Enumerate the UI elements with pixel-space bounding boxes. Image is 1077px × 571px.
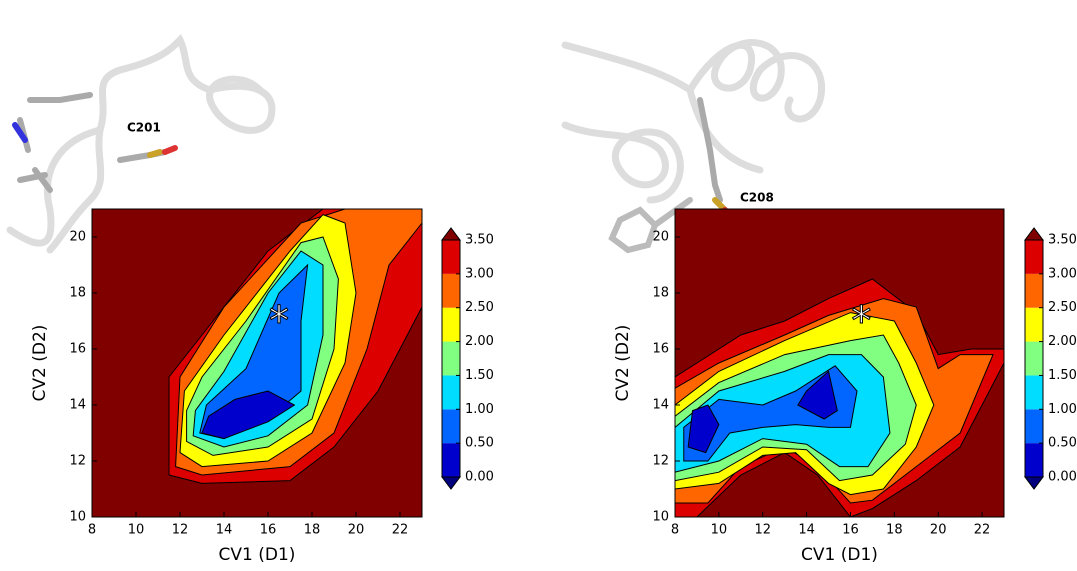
- colorbar-tick-label: 0.50: [465, 436, 494, 451]
- x-tick-label: 10: [711, 523, 728, 538]
- x-tick-label: 8: [671, 523, 679, 538]
- x-tick-label: 10: [128, 523, 145, 538]
- x-axis-label: CV1 (D1): [219, 545, 296, 565]
- contour-layer: [168, 209, 422, 484]
- colorbar-tick-label: 2.50: [1048, 300, 1077, 315]
- y-tick-label: 14: [69, 398, 86, 413]
- colorbar-band: [442, 341, 460, 376]
- colorbar-tick-label: 3.00: [1048, 266, 1077, 281]
- y-tick-label: 12: [652, 454, 669, 469]
- y-tick-label: 18: [69, 286, 86, 301]
- y-tick-label: 10: [652, 510, 669, 525]
- colorbar-band: [442, 443, 460, 477]
- x-tick-label: 12: [754, 523, 771, 538]
- x-tick-label: 16: [842, 523, 859, 538]
- x-tick-label: 16: [260, 523, 277, 538]
- contour-region: [797, 370, 838, 420]
- colorbar-over: [441, 227, 461, 241]
- contour-layer: [675, 278, 1005, 517]
- colorbar-band: [442, 375, 460, 410]
- colorbar-tick-label: 2.00: [1048, 334, 1077, 349]
- colorbar-tick-label: 0.00: [465, 470, 494, 485]
- y-axis-label: CV2 (D2): [30, 325, 50, 402]
- colorbar-tick-label: 1.00: [1048, 402, 1077, 417]
- contour-region: [687, 404, 720, 454]
- colorbar-band: [442, 273, 460, 308]
- y-tick-label: 12: [69, 454, 86, 469]
- colorbar-band: [442, 240, 460, 274]
- colorbar-tick-label: 0.50: [1048, 436, 1077, 451]
- y-tick-label: 16: [69, 342, 86, 357]
- colorbar-band: [1025, 443, 1043, 477]
- x-tick-label: 20: [348, 523, 365, 538]
- contour-region: [201, 390, 296, 440]
- y-axis-label: CV2 (D2): [613, 325, 633, 402]
- colorbar-tick-label: 2.50: [465, 300, 494, 315]
- y-tick-label: 18: [652, 286, 669, 301]
- y-tick-label: 20: [652, 230, 669, 245]
- colorbar-band: [1025, 375, 1043, 410]
- colorbar-tick-label: 1.50: [465, 368, 494, 383]
- colorbar-band: [1025, 307, 1043, 342]
- protein-right: [561, 39, 825, 254]
- colorbar-tick-label: 1.50: [1048, 368, 1077, 383]
- colorbar-over: [1024, 227, 1044, 241]
- colorbar-under: [1024, 476, 1044, 490]
- x-tick-label: 14: [216, 523, 233, 538]
- colorbar-tick-label: 3.50: [1048, 233, 1077, 248]
- y-tick-label: 16: [652, 342, 669, 357]
- x-tick-label: 22: [392, 523, 409, 538]
- colorbar-tick-label: 3.50: [465, 233, 494, 248]
- plot-frame: [91, 208, 423, 518]
- colorbar-band: [1025, 240, 1043, 274]
- colorbar-tick-label: 1.00: [465, 402, 494, 417]
- x-tick-label: 22: [974, 523, 991, 538]
- marker: *: [851, 298, 871, 344]
- plot-frame: [674, 208, 1005, 518]
- x-tick-label: 14: [798, 523, 815, 538]
- colorbar-frame: [441, 239, 461, 478]
- colorbar-frame: [1024, 239, 1044, 478]
- x-axis-label: CV1 (D1): [801, 545, 878, 565]
- x-tick-label: 20: [930, 523, 947, 538]
- colorbar-band: [1025, 409, 1043, 444]
- y-tick-label: 10: [69, 510, 86, 525]
- colorbar-tick-label: 2.00: [465, 334, 494, 349]
- protein-left: [6, 34, 276, 254]
- y-tick-label: 14: [652, 398, 669, 413]
- x-tick-label: 18: [304, 523, 321, 538]
- residue-label: C201: [127, 121, 161, 135]
- colorbar-tick-label: 0.00: [1048, 470, 1077, 485]
- colorbar-band: [442, 409, 460, 444]
- colorbar-band: [442, 307, 460, 342]
- x-tick-label: 12: [172, 523, 189, 538]
- colorbar-tick-label: 3.00: [465, 266, 494, 281]
- colorbar-band: [1025, 273, 1043, 308]
- marker: *: [269, 298, 289, 344]
- x-tick-label: 8: [88, 523, 96, 538]
- colorbar-band: [1025, 341, 1043, 376]
- x-tick-label: 18: [886, 523, 903, 538]
- colorbar-under: [441, 476, 461, 490]
- residue-label: C208: [740, 191, 774, 205]
- y-tick-label: 20: [69, 230, 86, 245]
